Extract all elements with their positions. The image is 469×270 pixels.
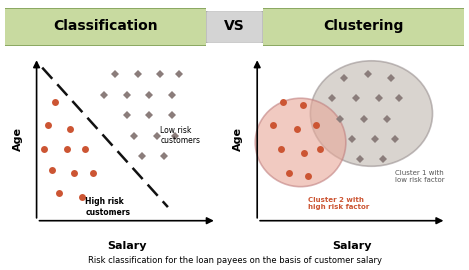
Text: Low risk
customers: Low risk customers (160, 126, 200, 145)
FancyBboxPatch shape (252, 8, 469, 46)
FancyBboxPatch shape (206, 11, 263, 43)
Ellipse shape (310, 61, 432, 166)
Text: VS: VS (224, 19, 245, 33)
Text: Age: Age (233, 127, 242, 151)
Text: Clustering: Clustering (323, 19, 404, 33)
FancyBboxPatch shape (0, 8, 216, 46)
Text: Classification: Classification (53, 19, 158, 33)
Text: Risk classification for the loan payees on the basis of customer salary: Risk classification for the loan payees … (88, 256, 381, 265)
Text: Salary: Salary (332, 241, 371, 251)
Text: High risk
customers: High risk customers (85, 197, 130, 217)
Text: Cluster 1 with
low risk factor: Cluster 1 with low risk factor (395, 170, 445, 183)
Text: Cluster 2 with
high risk factor: Cluster 2 with high risk factor (309, 197, 370, 210)
Ellipse shape (255, 98, 346, 187)
Text: Salary: Salary (107, 241, 146, 251)
Text: Age: Age (13, 127, 23, 151)
